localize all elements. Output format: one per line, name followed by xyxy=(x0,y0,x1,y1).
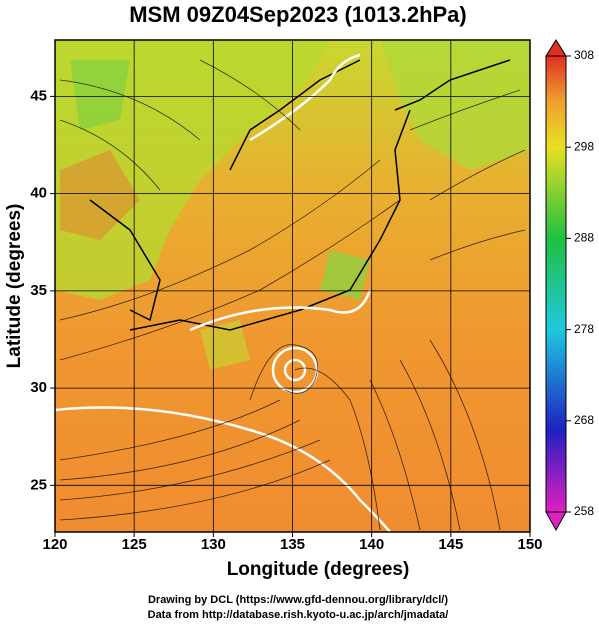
colorbar-tick-label: 308 xyxy=(574,48,594,62)
colorbar-tick-label: 278 xyxy=(574,322,594,336)
y-tick-label: 45 xyxy=(30,87,47,104)
x-tick-label: 150 xyxy=(517,536,542,553)
y-tick-label: 40 xyxy=(30,185,47,202)
colorbar-tick-label: 288 xyxy=(574,231,594,245)
colorbar-tick-label: 298 xyxy=(574,139,594,153)
credit: Data from http://database.rish.kyoto-u.a… xyxy=(148,609,449,621)
colorbar-extend-top xyxy=(545,39,567,57)
y-tick-label: 25 xyxy=(30,476,47,493)
colorbar-extend-bottom xyxy=(545,511,567,532)
x-axis-label: Longitude (degrees) xyxy=(227,559,410,580)
colorbar-bar xyxy=(545,55,567,513)
x-tick-label: 145 xyxy=(438,536,463,553)
colorbar-tick-label: 268 xyxy=(574,413,594,427)
x-tick-label: 120 xyxy=(42,536,67,553)
y-axis-label: Latitude (degrees) xyxy=(4,204,25,369)
x-tick-label: 130 xyxy=(201,536,226,553)
colorbar xyxy=(545,39,567,532)
x-tick-label: 135 xyxy=(280,536,305,553)
x-tick-label: 140 xyxy=(359,536,384,553)
title: MSM 09Z04Sep2023 (1013.2hPa) xyxy=(129,2,467,27)
credit: Drawing by DCL (https://www.gfd-dennou.o… xyxy=(148,594,448,606)
y-tick-label: 30 xyxy=(30,379,47,396)
x-tick-label: 125 xyxy=(122,536,147,553)
colorbar-tick-label: 258 xyxy=(574,504,594,518)
y-tick-label: 35 xyxy=(30,282,47,299)
